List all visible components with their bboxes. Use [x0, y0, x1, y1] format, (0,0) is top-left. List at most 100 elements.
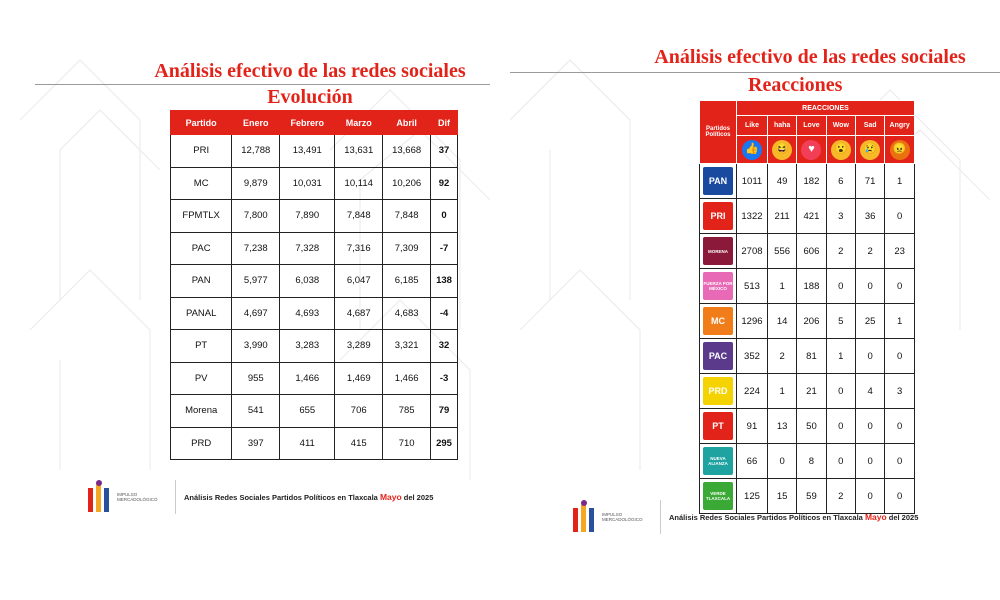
like-icon: 👍: [741, 139, 762, 160]
party-logo-icon: FUERZA POR MÉXICO: [703, 272, 733, 300]
table-row: MC 1296 14 206 5 25 1: [699, 303, 915, 339]
party-cell: PAN: [169, 264, 233, 298]
value-cell: 1,466: [382, 361, 432, 395]
value-cell: 1,466: [279, 361, 336, 395]
header-abril: Abril: [382, 110, 432, 135]
haha-icon: 😆: [772, 139, 793, 160]
col-wow: Wow: [825, 115, 856, 136]
reaction-value-cell: 23: [884, 233, 915, 269]
table-row: PT 91 13 50 0 0 0: [699, 408, 915, 444]
reaction-value-cell: 66: [736, 443, 768, 479]
party-cell: PT: [169, 329, 233, 363]
reactions-slide: Análisis efectivo de las redes sociales …: [500, 0, 1000, 600]
reaction-value-cell: 0: [884, 478, 915, 514]
reaction-value-cell: 2708: [736, 233, 768, 269]
value-cell: 4,687: [334, 296, 384, 330]
party-logo-cell: PAC: [699, 338, 737, 374]
header-partido: Partido: [169, 110, 233, 135]
dif-cell: 138: [430, 264, 458, 298]
party-cell: FPMTLX: [169, 199, 233, 233]
table-row: MC 9,879 10,031 10,114 10,206 92: [169, 166, 458, 200]
reactions-group-header: REACCIONES: [736, 100, 915, 116]
table-row: FUERZA POR MÉXICO 513 1 188 0 0 0: [699, 268, 915, 304]
party-cell: Morena: [169, 394, 233, 428]
title-divider: [510, 72, 1000, 73]
wow-icon: 😮: [830, 139, 851, 160]
reaction-value-cell: 6: [825, 163, 856, 199]
reaction-value-cell: 0: [825, 443, 856, 479]
sad-icon: 😢: [860, 139, 881, 160]
brand-logo: [573, 500, 594, 532]
brand-name: IMPULSO MERCADOLÓGICO: [117, 492, 158, 502]
reaction-value-cell: 2: [854, 233, 886, 269]
party-logo-icon: MORENA: [703, 237, 733, 265]
reaction-value-cell: 0: [766, 443, 798, 479]
reaction-value-cell: 3: [884, 373, 915, 409]
emoji-cell: 😆: [766, 135, 798, 164]
reaction-value-cell: 0: [854, 268, 886, 304]
party-logo-icon: PT: [703, 412, 733, 440]
reaction-value-cell: 0: [854, 338, 886, 374]
reaction-value-cell: 50: [796, 408, 827, 444]
reaction-value-cell: 71: [854, 163, 886, 199]
reaction-value-cell: 188: [796, 268, 827, 304]
value-cell: 6,185: [382, 264, 432, 298]
value-cell: 7,328: [279, 231, 336, 265]
col-sad: Sad: [854, 115, 886, 136]
footer-month: Mayo: [379, 492, 402, 502]
party-cell: PAC: [169, 231, 233, 265]
reaction-value-cell: 211: [766, 198, 798, 234]
reaction-value-cell: 0: [854, 478, 886, 514]
table-row: PRD 224 1 21 0 4 3: [699, 373, 915, 409]
table-row: PT 3,990 3,283 3,289 3,321 32: [169, 329, 458, 363]
footer: IMPULSO MERCADOLÓGICO Análisis Redes Soc…: [85, 480, 433, 514]
evolution-slide: Análisis efectivo de las redes sociales …: [19, 59, 491, 514]
header-dif: Dif: [430, 110, 458, 135]
value-cell: 655: [279, 394, 336, 428]
footer-text: Análisis Redes Sociales Partidos Polític…: [184, 492, 434, 502]
dif-cell: 295: [430, 426, 458, 460]
reaction-value-cell: 1: [884, 163, 915, 199]
reaction-value-cell: 1011: [736, 163, 768, 199]
reaction-value-cell: 1: [825, 338, 856, 374]
value-cell: 7,890: [279, 199, 336, 233]
table-row: PAC 352 2 81 1 0 0: [699, 338, 915, 374]
value-cell: 7,238: [231, 231, 281, 265]
party-logo-cell: PRI: [699, 198, 737, 234]
emoji-cell: 😮: [825, 135, 856, 164]
value-cell: 706: [334, 394, 384, 428]
reaction-value-cell: 1322: [736, 198, 768, 234]
value-cell: 10,206: [382, 166, 432, 200]
value-cell: 9,879: [231, 166, 281, 200]
value-cell: 3,289: [334, 329, 384, 363]
footer-month: Mayo: [864, 512, 887, 522]
reaction-value-cell: 1: [766, 373, 798, 409]
reaction-value-cell: 206: [796, 303, 827, 339]
reaction-value-cell: 0: [825, 268, 856, 304]
party-logo-cell: VERDE TLAXCALA: [699, 478, 737, 514]
dif-cell: -3: [430, 361, 458, 395]
evolution-table: Partido Enero Febrero Marzo Abril Dif PR…: [169, 110, 458, 460]
value-cell: 397: [231, 426, 281, 460]
reaction-value-cell: 0: [825, 373, 856, 409]
value-cell: 4,683: [382, 296, 432, 330]
party-logo-cell: MC: [699, 303, 737, 339]
group-header-row: Partidos Políticos REACCIONES: [699, 100, 915, 164]
reaction-value-cell: 513: [736, 268, 768, 304]
reaction-value-cell: 2: [825, 233, 856, 269]
brand-name: IMPULSO MERCADOLÓGICO: [602, 512, 643, 522]
reaction-value-cell: 15: [766, 478, 798, 514]
value-cell: 10,031: [279, 166, 336, 200]
reaction-value-cell: 0: [884, 408, 915, 444]
party-logo-cell: PAN: [699, 163, 737, 199]
table-row: PAN 1011 49 182 6 71 1: [699, 163, 915, 199]
party-logo-icon: MC: [703, 307, 733, 335]
reaction-value-cell: 4: [854, 373, 886, 409]
table-row: VERDE TLAXCALA 125 15 59 2 0 0: [699, 478, 915, 514]
emoji-cell: 👍: [736, 135, 768, 164]
party-logo-cell: NUEVA ALIANZA: [699, 443, 737, 479]
party-logo-icon: PRD: [703, 377, 733, 405]
dif-cell: 32: [430, 329, 458, 363]
value-cell: 7,800: [231, 199, 281, 233]
party-logo-icon: NUEVA ALIANZA: [703, 447, 733, 475]
